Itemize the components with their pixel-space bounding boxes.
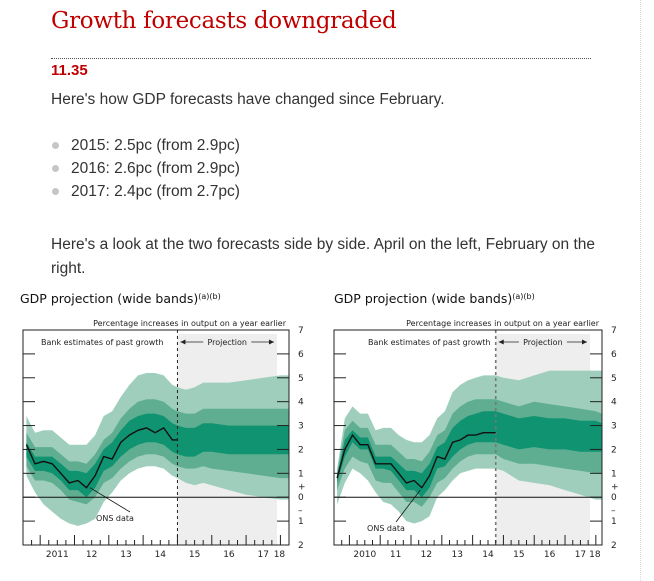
x-tick-label: 13 [451,550,462,560]
y-tick-label: 4 [611,398,617,408]
y-tick-label: 6 [611,350,617,360]
x-tick-label: 18 [589,550,601,560]
y-tick-label: 1 [298,517,304,527]
y-plus-sign: + [298,482,306,492]
x-tick-label: 17 [575,550,586,560]
divider [51,58,591,59]
y-tick-label: 6 [298,350,304,360]
y-tick-label: 5 [611,374,617,384]
bullet-icon [52,142,59,149]
chart-title-superscript: (a)(b) [512,292,534,301]
y-minus-sign: – [611,506,616,516]
y-tick-label: 1 [611,469,617,479]
chart-subtitle: Percentage increases in output on a year… [93,319,287,328]
x-tick-label: 15 [189,550,200,560]
bullet-icon [52,165,59,172]
page-right-border [640,0,654,581]
y-tick-label: 0 [298,493,304,503]
ons-data-label: ONS data [96,514,134,523]
y-tick-label: 2 [611,541,617,551]
arrow-left-icon [180,339,186,345]
list-item: 2016: 2.6pc (from 2.9pc) [51,157,240,180]
x-tick-label: 12 [86,550,97,560]
y-tick-label: 3 [611,422,617,432]
y-tick-label: 4 [298,398,304,408]
y-tick-label: 2 [298,541,304,551]
y-plus-sign: + [611,482,619,492]
chart-title-superscript: (a)(b) [198,292,220,301]
projection-label: Projection [207,338,247,347]
ons-callout-line [89,487,131,513]
ons-data-line [336,432,496,489]
ons-callout-line [395,489,421,523]
x-tick-label: 17 [258,550,269,560]
y-tick-label: 2 [611,445,617,455]
list-item-text: 2017: 2.4pc (from 2.7pc) [71,183,240,200]
x-tick-label: 11 [390,550,401,560]
y-tick-label: 7 [298,326,304,336]
y-tick-label: 5 [298,374,304,384]
ons-data-line [25,426,178,489]
y-tick-label: 0 [611,493,617,503]
past-growth-label: Bank estimates of past growth [41,338,163,347]
timestamp: 11.35 [51,62,88,79]
x-tick-label: 14 [482,550,494,560]
projection-label: Projection [523,338,563,347]
list-item: 2017: 2.4pc (from 2.7pc) [51,180,240,203]
chart-april: GDP projection (wide bands)(a)(b) Percent… [20,291,306,560]
y-tick-label: 2 [298,445,304,455]
y-minus-sign: – [298,506,303,516]
arrow-right-icon [269,339,274,345]
x-tick-label: 2010 [353,550,376,560]
x-tick-label: 14 [155,550,167,560]
comparison-paragraph: Here's a look at the two forecasts side … [51,236,596,277]
chart-title: GDP projection (wide bands)(a)(b) [334,291,535,306]
headline: Growth forecasts downgraded [51,8,397,34]
chart-title: GDP projection (wide bands)(a)(b) [20,291,221,306]
intro-paragraph: Here's how GDP forecasts have changed si… [51,91,445,108]
list-item-text: 2016: 2.6pc (from 2.9pc) [71,160,240,177]
y-tick-label: 3 [298,422,304,432]
x-tick-label: 18 [274,550,286,560]
x-tick-label: 16 [223,550,235,560]
forecast-list: 2015: 2.5pc (from 2.9pc) 2016: 2.6pc (fr… [51,134,240,203]
y-tick-label: 7 [611,326,617,336]
chart-february: GDP projection (wide bands)(a)(b) Percent… [333,291,619,560]
x-tick-label: 12 [421,550,432,560]
bullet-icon [52,188,59,195]
x-tick-label: 15 [513,550,524,560]
plot-frame [22,329,290,546]
list-item: 2015: 2.5pc (from 2.9pc) [51,134,240,157]
band-inner [26,413,290,498]
list-item-text: 2015: 2.5pc (from 2.9pc) [71,137,240,154]
x-tick-label: 13 [120,550,131,560]
arrow-right-icon [582,339,587,345]
arrow-left-icon [498,339,504,345]
ons-data-label: ONS data [367,524,405,533]
band-inner [337,411,602,498]
past-growth-label: Bank estimates of past growth [368,338,490,347]
plot-frame [333,329,603,546]
x-tick-label: 16 [544,550,556,560]
y-tick-label: 1 [298,469,304,479]
y-tick-label: 1 [611,517,617,527]
x-tick-label: 2011 [46,550,69,560]
chart-subtitle: Percentage increases in output on a year… [406,319,600,328]
